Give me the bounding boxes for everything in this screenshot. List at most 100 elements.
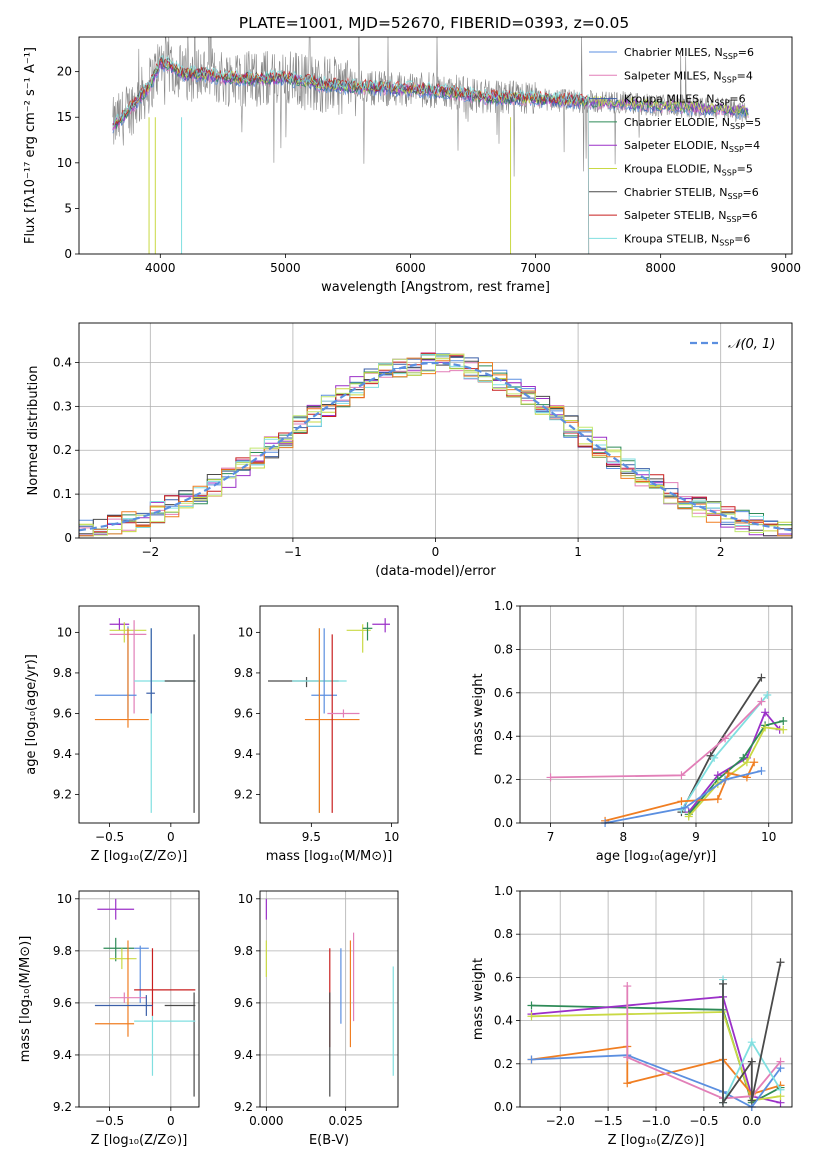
y-tick-label: 0.8 <box>494 927 513 941</box>
legend-subscript: SSP <box>719 238 734 247</box>
y-tick-label: 5 <box>64 201 72 215</box>
y-tick-label: 0.1 <box>53 487 72 501</box>
massweight-point-marker <box>761 723 770 732</box>
x-tick-label: −2.0 <box>546 1114 575 1128</box>
massweight-point-marker <box>750 758 759 767</box>
massweight-plot-area <box>546 673 788 827</box>
mass-vs-ebv-panel: 0.000 0.025 9.2 9.4 9.6 9.8 10 E(B-V) <box>234 890 399 1148</box>
legend-entry: Kroupa MILES, NSSP=6 <box>624 93 746 108</box>
y-axis-label: mass [log₁₀(M/M⊙)] <box>18 936 33 1063</box>
age-vs-mass-panel: 9.5 10 9.2 9.4 9.6 9.8 10 mass [log₁₀(M/M⊙)] <box>234 605 399 864</box>
massweight-point-marker <box>776 1085 785 1094</box>
y-tick-label: 9.6 <box>53 996 72 1010</box>
massweight-plot-area <box>527 958 785 1111</box>
x-axis-label: Z [log₁₀(Z/Z⊙)] <box>608 1133 705 1148</box>
x-tick-label: 8000 <box>645 261 676 275</box>
massweight-vs-z-panel: −2.0 −1.5 −1.0 −0.5 0.0 0.0 0.2 0.4 0.6 0.8 1.0 Z [… <box>471 884 793 1148</box>
spectrum-plot-area <box>112 37 749 254</box>
legend-value: =6 <box>738 46 754 59</box>
legend-subscript: SSP <box>728 192 743 201</box>
x-tick-label: 0.0 <box>742 1114 761 1128</box>
axes-frame <box>259 890 399 1108</box>
x-tick-label: 6000 <box>395 261 426 275</box>
y-tick-label: 9.6 <box>234 996 253 1010</box>
y-tick-label: 1.0 <box>494 884 513 898</box>
y-tick-label: 9.2 <box>53 1100 72 1114</box>
y-axis-label: Normed distribution <box>26 366 41 496</box>
legend-value: =4 <box>744 139 760 152</box>
x-tick-label: 2 <box>717 545 725 559</box>
x-tick-label: 9000 <box>770 261 801 275</box>
legend-entry: Salpeter STELIB, NSSP=6 <box>624 209 758 224</box>
massweight-point-marker <box>763 690 772 699</box>
legend-label: Chabrier ELODIE, N <box>624 116 730 129</box>
mass-vs-z-panel: −0.5 0 9.2 9.4 9.6 9.8 10 Z [log₁₀(Z/Z⊙)] mass [… <box>18 890 200 1148</box>
x-tick-label: −0.5 <box>95 830 124 844</box>
massweight-point-marker <box>757 766 766 775</box>
legend-value: =5 <box>737 163 753 176</box>
residual-histogram-panel: −2 −1 0 1 2 0 0.1 0.2 0.3 0.4 (data-model)/error No… <box>26 322 793 579</box>
model-spectrum-line <box>112 54 590 254</box>
y-tick-label: 9.4 <box>53 1048 72 1062</box>
massweight-point-marker <box>681 803 690 812</box>
y-tick-label: 9.8 <box>234 666 253 680</box>
legend-label: Salpeter ELODIE, N <box>624 139 729 152</box>
legend-label: Salpeter STELIB, N <box>624 209 726 222</box>
x-tick-label: 9 <box>692 830 700 844</box>
x-axis-label: wavelength [Angstrom, rest frame] <box>321 280 550 295</box>
axes-frame <box>519 605 793 824</box>
legend-entry: Chabrier MILES, NSSP=6 <box>624 46 754 61</box>
massweight-point-marker <box>721 734 730 743</box>
massweight-point-marker <box>779 717 788 726</box>
y-tick-label: 9.2 <box>53 788 72 802</box>
axes-frame <box>519 890 793 1108</box>
legend-label: Kroupa ELODIE, N <box>624 163 722 176</box>
y-axis-label: Flux [fλ10⁻¹⁷ erg cm⁻² s⁻¹ A⁻¹] <box>23 47 38 244</box>
y-tick-label: 9.8 <box>53 944 72 958</box>
massweight-point-marker <box>623 1079 632 1088</box>
x-tick-label: 8 <box>619 830 627 844</box>
massweight-point-marker <box>739 753 748 762</box>
y-tick-label: 10 <box>57 625 72 639</box>
x-tick-label: 0 <box>167 830 175 844</box>
legend-entry: Kroupa STELIB, NSSP=6 <box>624 232 750 247</box>
x-axis-label: Z [log₁₀(Z/Z⊙)] <box>91 1133 188 1148</box>
legend-value: =4 <box>737 69 753 82</box>
massweight-point-marker <box>719 1098 728 1107</box>
legend-subscript: SSP <box>723 52 738 61</box>
y-tick-label: 0.2 <box>494 773 513 787</box>
x-axis-label: E(B-V) <box>309 1133 349 1148</box>
x-axis-label: age [log₁₀(age/yr)] <box>596 849 717 864</box>
legend-value: =6 <box>729 93 745 106</box>
x-tick-label: 4000 <box>145 261 176 275</box>
axes-frame <box>78 322 793 539</box>
axes-frame <box>78 36 793 255</box>
axes-frame <box>78 890 200 1108</box>
errorbar-plot-area <box>265 898 394 1097</box>
y-tick-label: 9.4 <box>53 747 72 761</box>
y-tick-label: 20 <box>57 65 72 79</box>
massweight-point-marker <box>710 753 719 762</box>
massweight-vs-age-panel: 7 8 9 10 0.0 0.2 0.4 0.6 0.8 1.0 age [log₁₀(age/yr… <box>471 599 793 864</box>
normal-distribution-curve <box>79 361 792 532</box>
legend-subscript: SSP <box>726 215 741 224</box>
y-axis-label: mass weight <box>471 958 486 1040</box>
histogram-plot-area <box>79 352 792 537</box>
legend-subscript: SSP <box>714 99 729 108</box>
x-tick-label: 9.5 <box>302 830 321 844</box>
legend-entry: Kroupa ELODIE, NSSP=5 <box>624 163 753 178</box>
x-axis-label: Z [log₁₀(Z/Z⊙)] <box>91 849 188 864</box>
massweight-point-marker <box>719 979 728 988</box>
y-tick-label: 0.4 <box>494 1014 513 1028</box>
y-tick-label: 10 <box>57 156 72 170</box>
figure-title: PLATE=1001, MJD=52670, FIBERID=0393, z=0… <box>239 14 629 32</box>
legend-entry: Salpeter MILES, NSSP=4 <box>624 69 753 84</box>
x-tick-label: 7 <box>547 830 555 844</box>
x-tick-label: 0 <box>167 1114 175 1128</box>
legend-value: =6 <box>743 186 759 199</box>
legend-entry: Chabrier ELODIE, NSSP=5 <box>624 116 761 131</box>
x-tick-label: −1.5 <box>594 1114 623 1128</box>
y-tick-label: 15 <box>57 110 72 124</box>
legend-subscript: SSP <box>730 122 745 131</box>
y-tick-label: 9.8 <box>53 666 72 680</box>
